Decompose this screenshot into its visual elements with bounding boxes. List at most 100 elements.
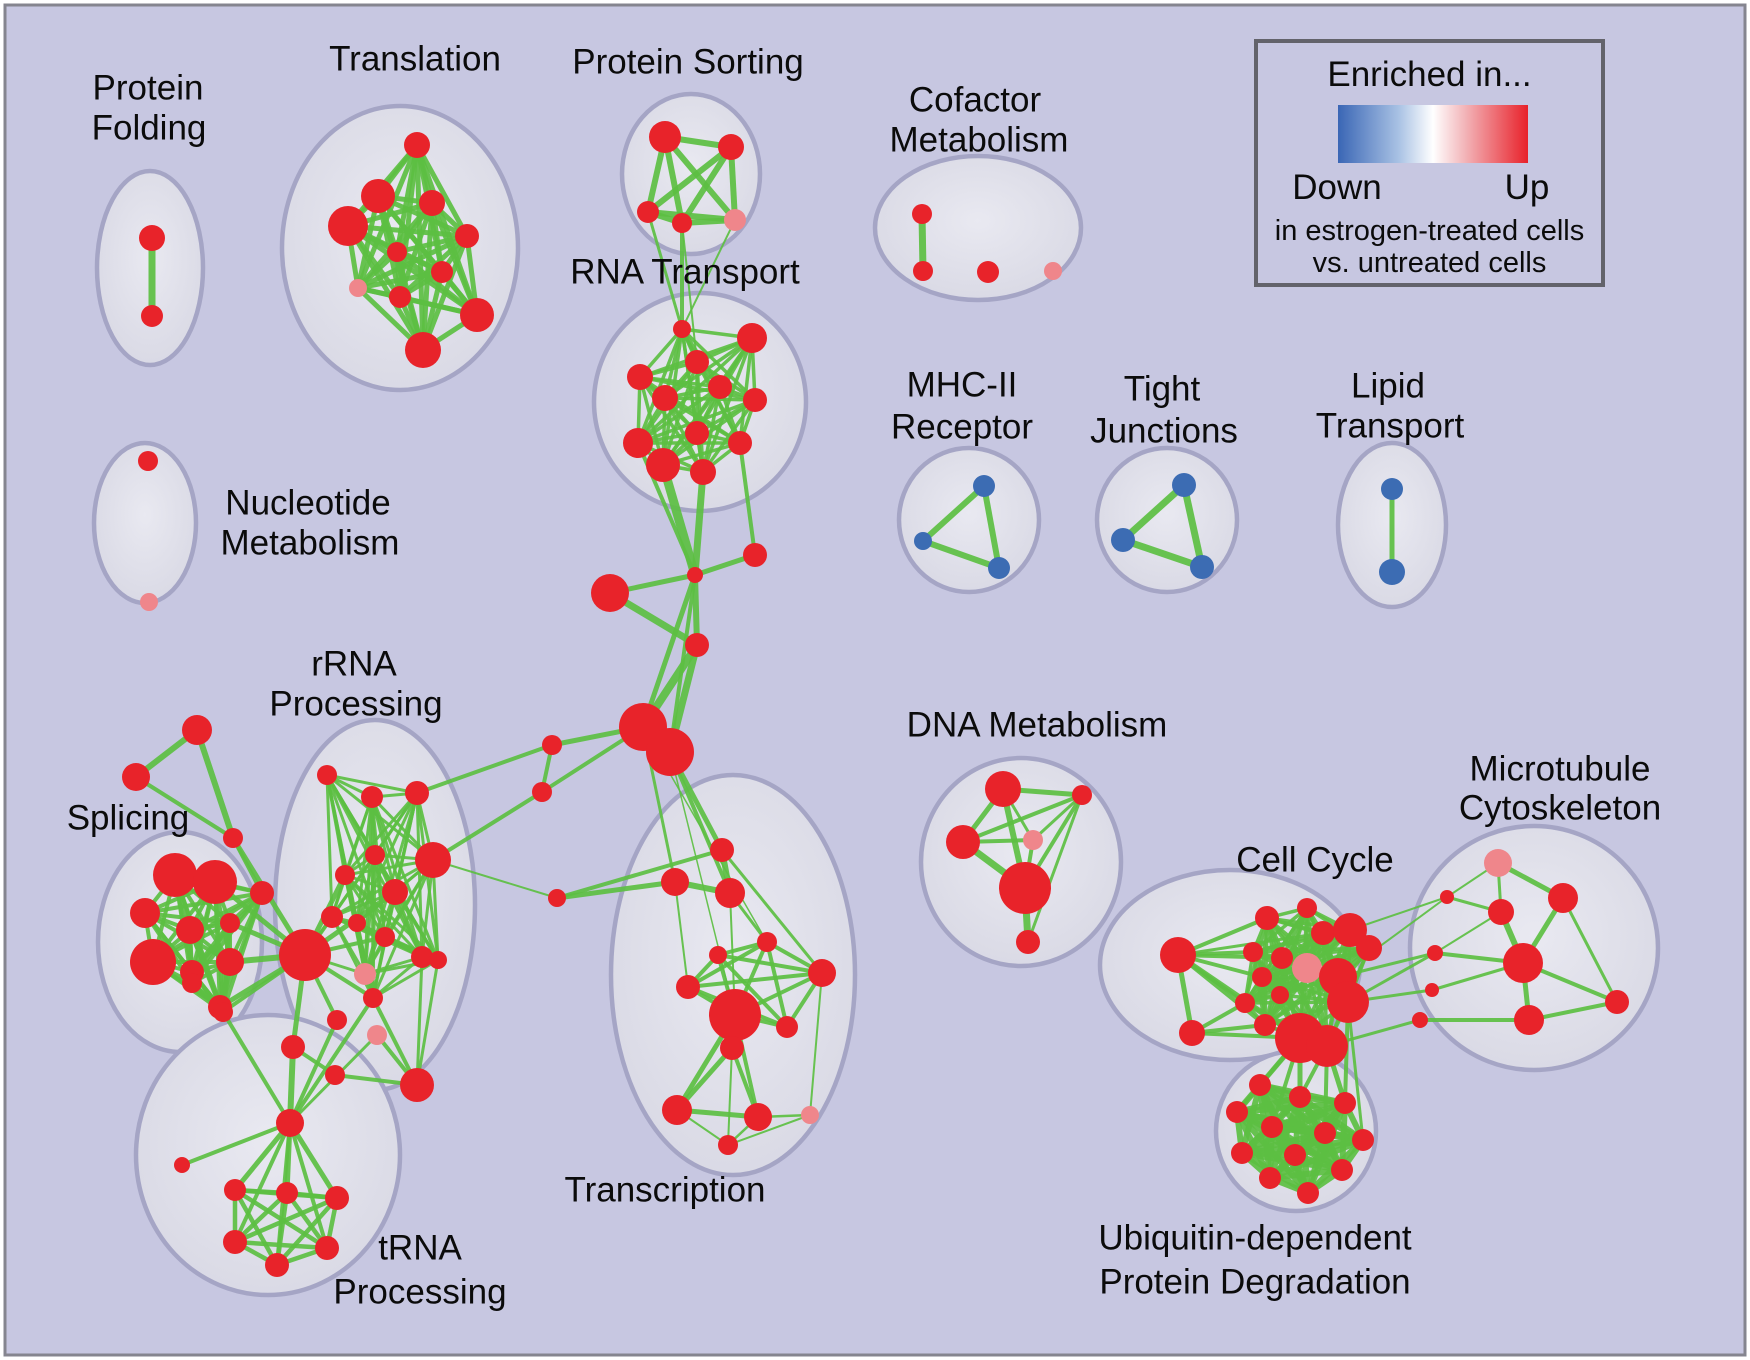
gene-set-node-m0[interactable] (973, 475, 995, 497)
gene-set-node-rr12[interactable] (354, 963, 376, 985)
gene-set-node-c0[interactable] (687, 567, 703, 583)
gene-set-node-m1[interactable] (914, 532, 932, 550)
gene-set-node-ps3[interactable] (672, 213, 692, 233)
gene-set-node-u8[interactable] (1284, 1144, 1306, 1166)
gene-set-node-d3[interactable] (1023, 830, 1043, 850)
gene-set-node-t2[interactable] (419, 190, 445, 216)
gene-set-node-tr4[interactable] (709, 946, 727, 964)
gene-set-node-k2[interactable] (1425, 983, 1439, 997)
gene-set-node-cf2[interactable] (977, 261, 999, 283)
gene-set-node-d0[interactable] (985, 771, 1021, 807)
gene-set-node-k0[interactable] (1440, 890, 1454, 904)
gene-set-node-x1[interactable] (122, 763, 150, 791)
gene-set-node-q5[interactable] (265, 1253, 289, 1277)
gene-set-node-rr7[interactable] (321, 906, 343, 928)
gene-set-node-rr0[interactable] (317, 765, 337, 785)
gene-set-node-rr6[interactable] (382, 879, 408, 905)
gene-set-node-th[interactable] (276, 1109, 304, 1137)
gene-set-node-cb[interactable] (1179, 1020, 1205, 1046)
gene-set-node-t10[interactable] (405, 332, 441, 368)
gene-set-node-rr2[interactable] (405, 781, 429, 805)
gene-set-node-cc5[interactable] (1243, 942, 1263, 962)
gene-set-node-t5[interactable] (387, 242, 407, 262)
gene-set-node-tj1[interactable] (1111, 528, 1135, 552)
gene-set-node-rr5[interactable] (335, 865, 355, 885)
gene-set-node-u11[interactable] (1297, 1182, 1319, 1204)
gene-set-node-q3[interactable] (223, 1230, 247, 1254)
gene-set-node-rr3[interactable] (365, 845, 385, 865)
gene-set-node-cc6[interactable] (1271, 947, 1293, 969)
gene-set-node-c1[interactable] (743, 543, 767, 567)
gene-set-node-ch[interactable] (1160, 937, 1196, 973)
gene-set-node-ps1[interactable] (718, 134, 744, 160)
gene-set-node-n0[interactable] (138, 451, 158, 471)
gene-set-node-d2[interactable] (946, 825, 980, 859)
gene-set-node-u7[interactable] (1231, 1142, 1253, 1164)
gene-set-node-t9[interactable] (460, 298, 494, 332)
gene-set-node-tr5[interactable] (808, 959, 836, 987)
gene-set-node-c7[interactable] (532, 782, 552, 802)
gene-set-node-rr13[interactable] (363, 988, 383, 1008)
gene-set-node-q4[interactable] (315, 1236, 339, 1260)
gene-set-node-rr8[interactable] (348, 914, 366, 932)
gene-set-node-ms[interactable] (1605, 990, 1629, 1014)
gene-set-node-q0[interactable] (224, 1179, 246, 1201)
gene-set-node-cc0[interactable] (1255, 906, 1279, 930)
gene-set-node-s0[interactable] (153, 853, 197, 897)
gene-set-node-tr8[interactable] (720, 1036, 744, 1060)
gene-set-node-r11[interactable] (690, 459, 716, 485)
gene-set-node-r6[interactable] (743, 388, 767, 412)
gene-set-node-rr10[interactable] (411, 946, 433, 968)
gene-set-node-cc13[interactable] (1254, 1014, 1276, 1036)
gene-set-node-cc1[interactable] (1297, 898, 1317, 918)
gene-set-node-u5[interactable] (1314, 1122, 1336, 1144)
gene-set-node-u3[interactable] (1226, 1101, 1248, 1123)
gene-set-node-u1[interactable] (1289, 1086, 1311, 1108)
gene-set-node-m2[interactable] (988, 557, 1010, 579)
gene-set-node-u2[interactable] (1334, 1092, 1356, 1114)
gene-set-node-r7[interactable] (685, 421, 709, 445)
gene-set-node-t8[interactable] (389, 286, 411, 308)
gene-set-node-ti[interactable] (174, 1157, 190, 1173)
gene-set-node-cf3[interactable] (1044, 262, 1062, 280)
gene-set-node-rr14[interactable] (327, 1010, 347, 1030)
gene-set-node-x2[interactable] (223, 828, 243, 848)
gene-set-node-mo[interactable] (1514, 1005, 1544, 1035)
gene-set-node-t0[interactable] (404, 132, 430, 158)
gene-set-node-cc7[interactable] (1292, 953, 1322, 983)
gene-set-node-r2[interactable] (685, 350, 709, 374)
gene-set-node-mp[interactable] (1484, 849, 1512, 877)
gene-set-node-t3[interactable] (328, 206, 368, 246)
gene-set-node-tr3[interactable] (757, 932, 777, 952)
gene-set-node-l1[interactable] (1379, 559, 1405, 585)
gene-set-node-u0[interactable] (1249, 1074, 1271, 1096)
gene-set-node-r5[interactable] (652, 385, 678, 411)
gene-set-node-d4[interactable] (999, 862, 1051, 914)
gene-set-node-t1[interactable] (361, 179, 395, 213)
gene-set-node-rr17[interactable] (325, 1065, 345, 1085)
gene-set-node-r0[interactable] (673, 320, 691, 338)
gene-set-node-s3[interactable] (176, 916, 204, 944)
gene-set-node-n1[interactable] (140, 593, 158, 611)
gene-set-node-c6[interactable] (542, 735, 562, 755)
gene-set-node-rr18[interactable] (400, 1068, 434, 1102)
gene-set-node-d1[interactable] (1072, 785, 1092, 805)
gene-set-node-s8[interactable] (216, 948, 244, 976)
gene-set-node-q1[interactable] (276, 1182, 298, 1204)
gene-set-node-s2[interactable] (130, 898, 160, 928)
gene-set-node-s6[interactable] (130, 939, 176, 985)
gene-set-node-cc3[interactable] (1333, 913, 1367, 947)
gene-set-node-t6[interactable] (431, 261, 453, 283)
gene-set-node-r9[interactable] (728, 431, 752, 455)
gene-set-node-q2[interactable] (325, 1186, 349, 1210)
gene-set-node-tr9[interactable] (662, 1095, 692, 1125)
gene-set-node-rr11[interactable] (429, 951, 447, 969)
gene-set-node-c5[interactable] (646, 728, 694, 776)
gene-set-node-tr2[interactable] (715, 878, 745, 908)
gene-set-node-rr16[interactable] (281, 1035, 305, 1059)
gene-set-node-ps2[interactable] (637, 201, 659, 223)
gene-set-node-rr1[interactable] (361, 786, 383, 808)
gene-set-node-u9[interactable] (1331, 1159, 1353, 1181)
gene-set-node-cc11[interactable] (1271, 986, 1289, 1004)
gene-set-node-r1[interactable] (737, 323, 767, 353)
